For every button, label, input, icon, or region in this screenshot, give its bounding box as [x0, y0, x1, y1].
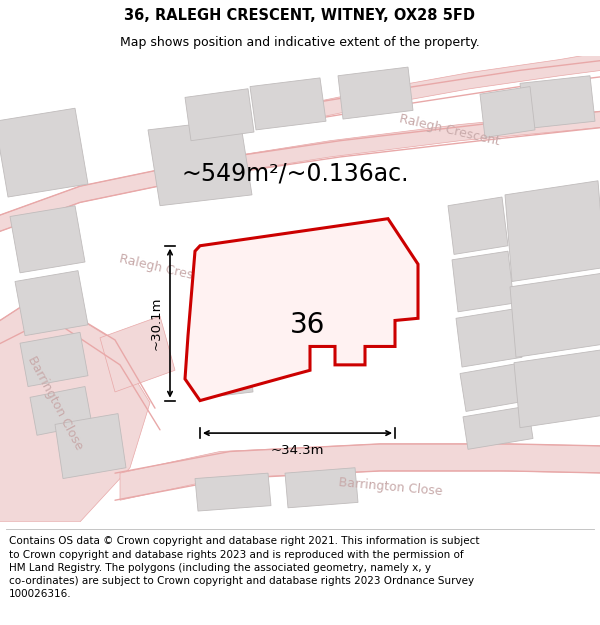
Polygon shape [0, 108, 88, 197]
Text: Barrington Close: Barrington Close [338, 476, 442, 498]
Polygon shape [185, 89, 254, 141]
Polygon shape [505, 181, 600, 281]
Polygon shape [205, 359, 253, 398]
Text: Ralegh Crescent: Ralegh Crescent [398, 112, 502, 148]
Polygon shape [456, 309, 522, 367]
Polygon shape [300, 51, 600, 121]
Polygon shape [480, 87, 535, 138]
Text: Barrington Close: Barrington Close [25, 354, 85, 452]
Polygon shape [448, 197, 508, 254]
Text: 36: 36 [290, 311, 326, 339]
Polygon shape [148, 119, 252, 206]
Text: ~34.3m: ~34.3m [271, 444, 324, 457]
Polygon shape [250, 78, 326, 130]
Polygon shape [338, 67, 413, 119]
Polygon shape [0, 294, 150, 522]
Text: 36, RALEGH CRESCENT, WITNEY, OX28 5FD: 36, RALEGH CRESCENT, WITNEY, OX28 5FD [125, 8, 476, 23]
Text: ~549m²/~0.136ac.: ~549m²/~0.136ac. [181, 161, 409, 185]
Polygon shape [30, 386, 92, 435]
Polygon shape [510, 273, 600, 358]
Text: Map shows position and indicative extent of the property.: Map shows position and indicative extent… [120, 36, 480, 49]
Polygon shape [460, 362, 528, 411]
Polygon shape [452, 251, 514, 312]
Polygon shape [20, 332, 88, 386]
Polygon shape [15, 271, 88, 336]
Polygon shape [100, 316, 175, 392]
Polygon shape [195, 473, 271, 511]
Polygon shape [10, 206, 85, 273]
Polygon shape [463, 406, 533, 449]
Polygon shape [514, 349, 600, 428]
Text: Contains OS data © Crown copyright and database right 2021. This information is : Contains OS data © Crown copyright and d… [9, 536, 479, 599]
Polygon shape [205, 294, 266, 356]
Polygon shape [0, 111, 600, 235]
Polygon shape [285, 468, 358, 508]
Polygon shape [520, 76, 595, 129]
Text: ~30.1m: ~30.1m [149, 296, 163, 350]
Polygon shape [120, 444, 600, 500]
Text: Ralegh Crescent: Ralegh Crescent [118, 253, 221, 289]
Polygon shape [185, 219, 418, 401]
Polygon shape [55, 414, 126, 479]
